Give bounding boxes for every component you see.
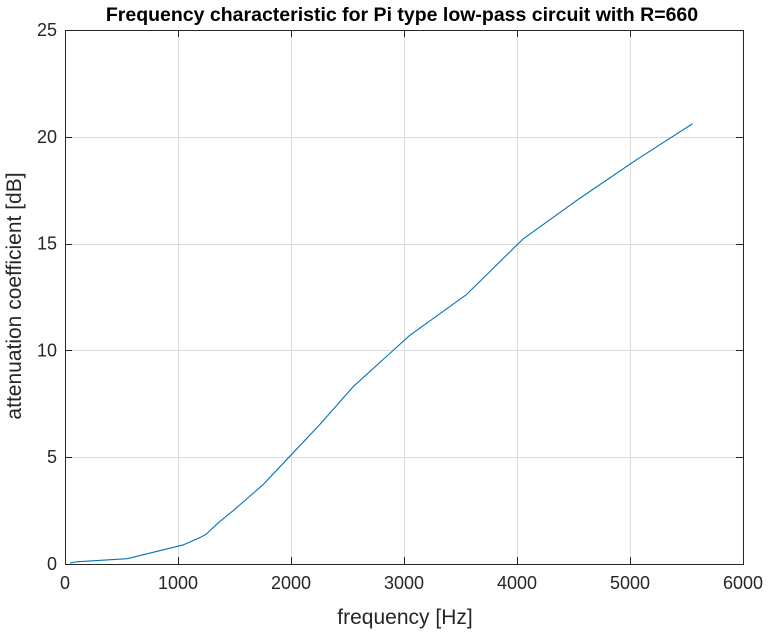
x-tick-label: 3000 — [384, 573, 424, 593]
x-tick-label: 1000 — [158, 573, 198, 593]
x-tick-labels: 0 1000 2000 3000 4000 5000 6000 — [60, 573, 763, 593]
y-tick-label: 0 — [47, 554, 57, 574]
x-tick-label: 0 — [60, 573, 70, 593]
y-axis-label: attenuation coefficient [dB] — [3, 172, 26, 419]
x-tick-label: 6000 — [723, 573, 763, 593]
plot-series — [70, 123, 693, 564]
y-tick-label: 25 — [37, 20, 57, 40]
x-tick-label: 2000 — [271, 573, 311, 593]
x-tick-label: 5000 — [610, 573, 650, 593]
ticks — [65, 30, 744, 565]
chart-title: Frequency characteristic for Pi type low… — [106, 4, 698, 26]
y-tick-label: 5 — [47, 447, 57, 467]
y-tick-label: 15 — [37, 234, 57, 254]
y-tick-label: 10 — [37, 340, 57, 360]
y-tick-label: 20 — [37, 127, 57, 147]
x-tick-label: 4000 — [497, 573, 537, 593]
y-tick-labels: 0 5 10 15 20 25 — [37, 20, 57, 574]
grid — [65, 30, 743, 564]
series-line — [70, 123, 693, 564]
x-axis-label: frequency [Hz] — [337, 606, 472, 629]
